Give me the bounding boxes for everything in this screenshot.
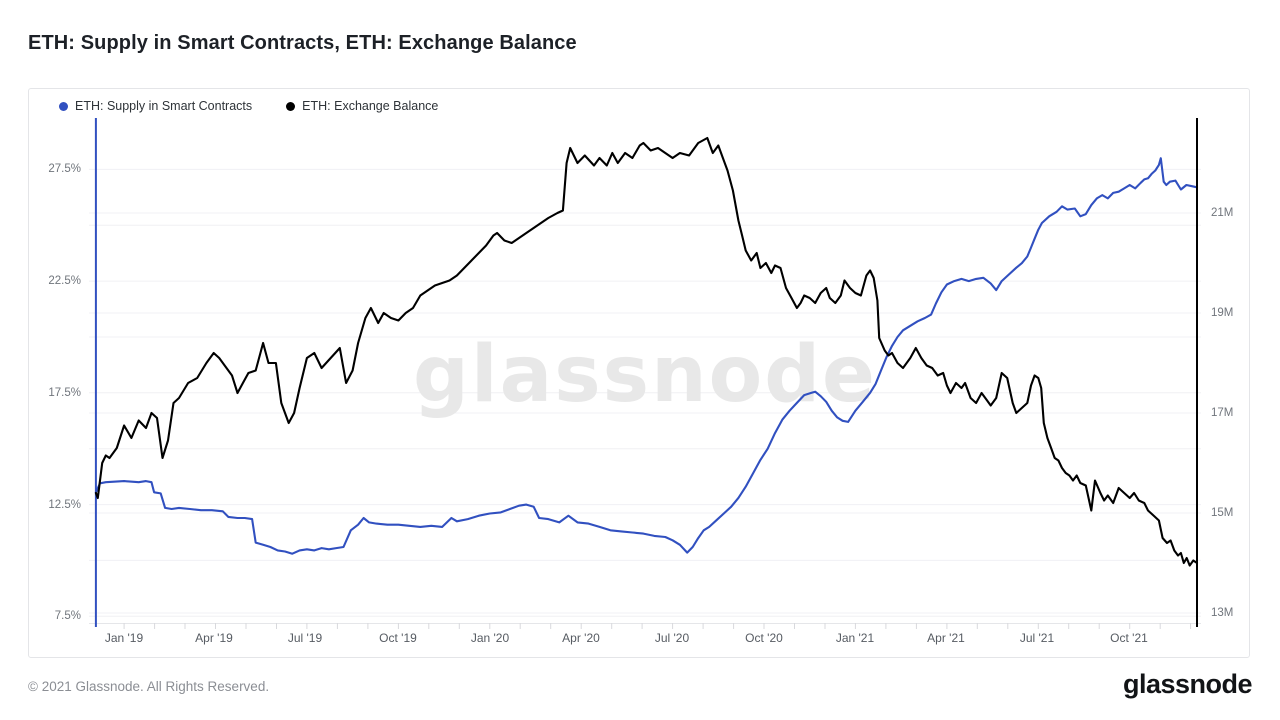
y-axis-left-label: 27.5% (48, 163, 81, 175)
chart-legend: ETH: Supply in Smart Contracts ETH: Exch… (59, 99, 438, 113)
x-axis-label: Jul '21 (1019, 631, 1055, 645)
x-axis-label: Oct '21 (1110, 631, 1148, 645)
legend-dot-black-icon (286, 101, 296, 111)
y-axis-left-label: 12.5% (48, 499, 81, 511)
chart-canvas[interactable]: glassnode (89, 118, 1201, 633)
chart-panel: ETH: Supply in Smart Contracts ETH: Exch… (28, 88, 1250, 658)
legend-item-label: ETH: Supply in Smart Contracts (75, 99, 253, 113)
y-axis-right-label: 17M (1211, 407, 1234, 419)
x-axis-label: Jan '20 (470, 631, 510, 645)
x-axis-label: Apr '20 (562, 631, 600, 645)
x-axis-label: Apr '19 (195, 631, 233, 645)
legend-item-label: ETH: Exchange Balance (302, 99, 439, 113)
y-axis-right-label: 13M (1211, 607, 1234, 619)
y-axis-right-label: 15M (1211, 507, 1234, 519)
x-axis-label: Oct '20 (745, 631, 783, 645)
y-axis-right-label: 21M (1211, 207, 1234, 219)
x-axis-label: Jul '20 (654, 631, 690, 645)
x-axis-label: Oct '19 (379, 631, 417, 645)
page-title: ETH: Supply in Smart Contracts, ETH: Exc… (28, 32, 577, 54)
legend-item-exchange-balance[interactable]: ETH: Exchange Balance (286, 99, 438, 113)
legend-dot-blue-icon (59, 101, 68, 111)
x-axis-label: Jan '19 (104, 631, 144, 645)
x-axis-label: Jan '21 (835, 631, 875, 645)
glassnode-logo: glassnode (1122, 669, 1253, 699)
y-axis-left-label: 7.5% (54, 610, 81, 622)
legend-item-supply-in-smart-contracts[interactable]: ETH: Supply in Smart Contracts (59, 99, 252, 113)
x-axis-label: Jul '19 (287, 631, 323, 645)
y-axis-left-label: 22.5% (48, 275, 81, 287)
x-axis-label: Apr '21 (927, 631, 965, 645)
y-axis-right-label: 19M (1211, 307, 1234, 319)
y-axis-left-label: 17.5% (48, 387, 81, 399)
glassnode-watermark: glassnode (413, 330, 877, 420)
footer-copyright: © 2021 Glassnode. All Rights Reserved. (28, 679, 270, 694)
